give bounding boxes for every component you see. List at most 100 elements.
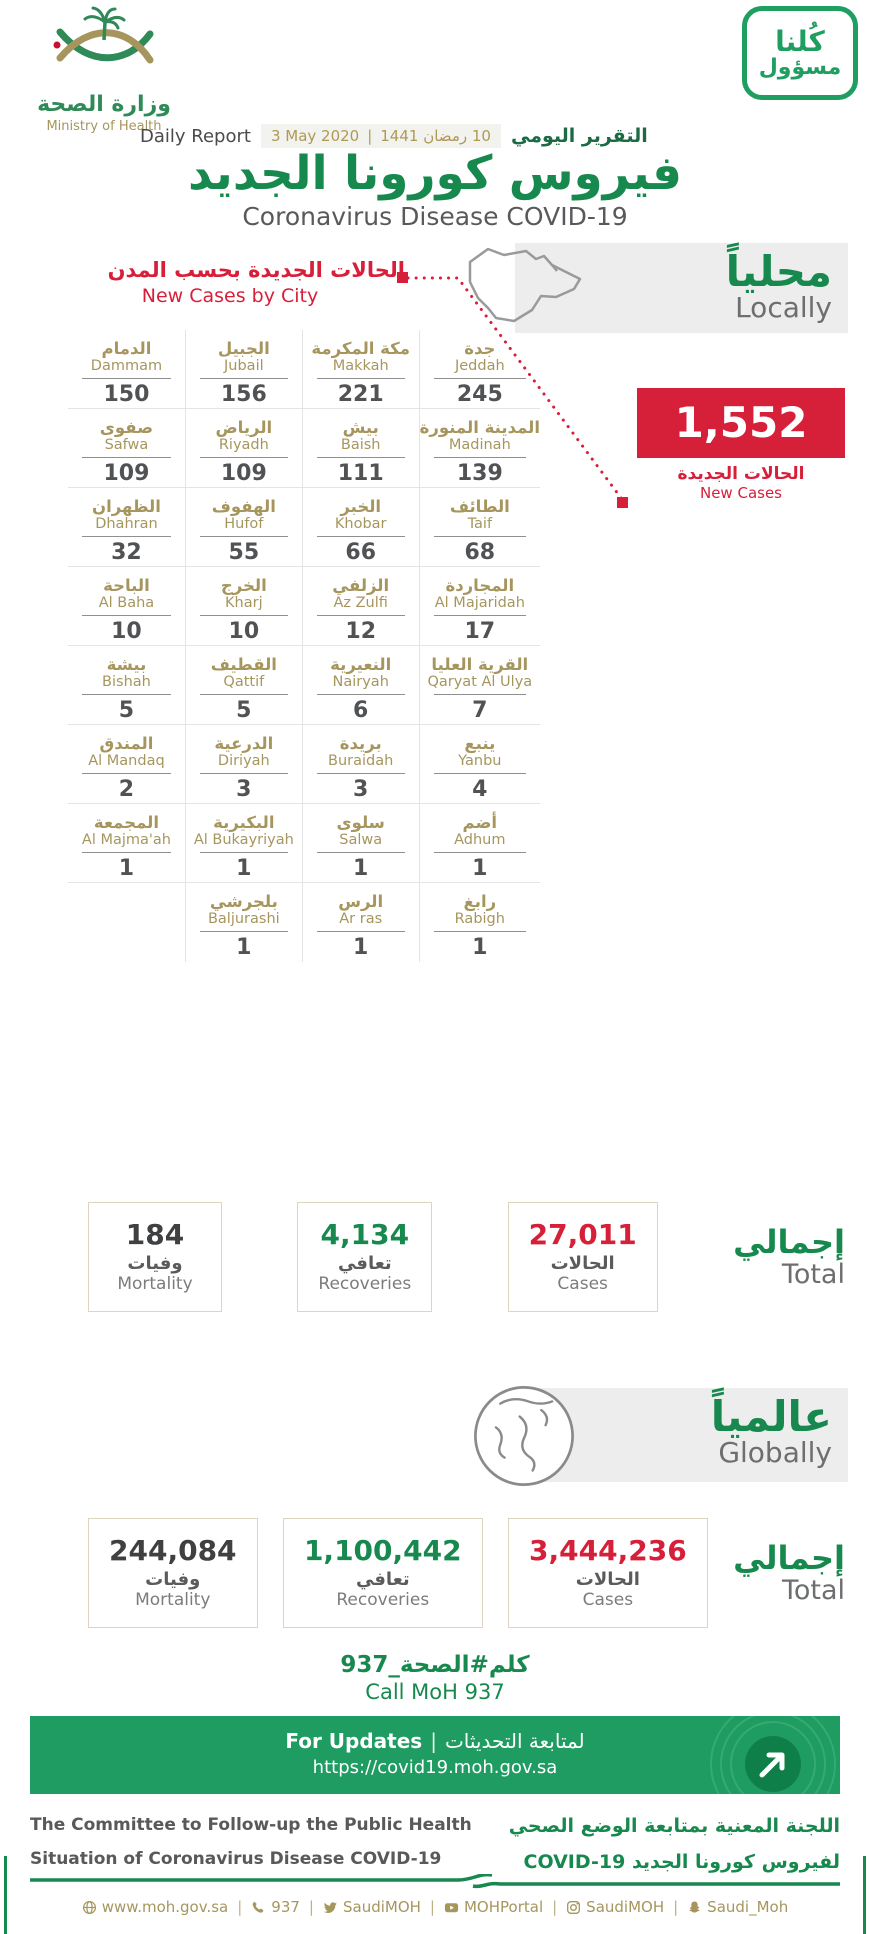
footer-link-label: SaudiMOH bbox=[342, 1898, 421, 1916]
updates-separator: | bbox=[430, 1729, 437, 1753]
city-name-en: Nairyah bbox=[332, 674, 389, 690]
global-cases-ar: الحالات bbox=[575, 1569, 640, 1590]
global-cases-box: 3,444,236 الحالات Cases bbox=[508, 1518, 708, 1628]
city-value: 32 bbox=[111, 540, 142, 565]
local-mortality-en: Mortality bbox=[117, 1274, 193, 1294]
call-moh-ar[interactable]: كلم#الصحة_937 bbox=[340, 1652, 530, 1678]
city-underline bbox=[199, 931, 288, 932]
city-cell: الخبر Khobar 66 bbox=[301, 488, 419, 567]
city-name-ar: صفوى bbox=[99, 418, 154, 437]
city-value: 1 bbox=[353, 935, 369, 960]
new-cases-by-city-ar: الحالات الجديدة بحسب المدن bbox=[107, 258, 405, 282]
city-name-ar: الزلفي bbox=[332, 576, 390, 595]
city-underline bbox=[316, 378, 405, 379]
page-title-en: Coronavirus Disease COVID-19 bbox=[242, 202, 628, 231]
right-edge-strip bbox=[863, 1856, 866, 1934]
city-underline bbox=[316, 536, 405, 537]
city-name-en: Taif bbox=[467, 516, 493, 532]
city-cell: الزلفي Az Zulfi 12 bbox=[301, 567, 419, 646]
city-name-en: Kharj bbox=[225, 595, 263, 611]
local-recoveries-value: 4,134 bbox=[320, 1218, 410, 1251]
footer-link-separator: | bbox=[308, 1898, 314, 1916]
global-mortality-value: 244,084 bbox=[109, 1534, 237, 1567]
city-name-ar: بريدة bbox=[339, 734, 382, 753]
city-name-ar: المجاردة bbox=[445, 576, 515, 595]
local-cases-box: 27,011 الحالات Cases bbox=[507, 1202, 658, 1312]
footer-link-saudimoh[interactable]: SaudiMOH bbox=[323, 1898, 421, 1916]
global-recoveries-box: 1,100,442 تعافي Recoveries bbox=[282, 1518, 483, 1628]
footer-link-937[interactable]: 937 bbox=[251, 1898, 300, 1916]
ribbon-divider bbox=[30, 1874, 840, 1889]
city-value: 1 bbox=[118, 856, 135, 881]
city-cell: صفوى Safwa 109 bbox=[68, 409, 185, 488]
committee-ar-line2: لفيروس كورونا الجديد COVID-19 bbox=[523, 1851, 840, 1874]
city-underline bbox=[199, 615, 288, 616]
city-value: 10 bbox=[228, 619, 260, 644]
city-name-en: Hufof bbox=[224, 516, 264, 532]
city-underline bbox=[316, 931, 405, 932]
local-total-en: Total bbox=[781, 1258, 845, 1290]
city-value: 221 bbox=[337, 382, 384, 407]
footer-link-www-moh-gov-sa[interactable]: www.moh.gov.sa bbox=[82, 1898, 228, 1916]
city-name-ar: بيشة bbox=[106, 655, 147, 674]
badge-line1: كُلنا bbox=[775, 24, 825, 58]
footer-link-mohportal[interactable]: MOHPortal bbox=[444, 1898, 543, 1916]
footer-link-separator: | bbox=[673, 1898, 679, 1916]
for-updates-ar: لمتابعة التحديثات bbox=[444, 1729, 585, 1753]
committee-en-line2: Situation of Coronavirus Disease COVID-1… bbox=[30, 1849, 442, 1869]
city-cell: الهفوف Hufof 55 bbox=[184, 488, 302, 567]
moh-logo: وزارة الصحة Ministry of Health bbox=[24, 6, 184, 134]
city-value: 68 bbox=[464, 540, 496, 565]
city-name-ar: ينبع bbox=[464, 734, 496, 753]
city-underline bbox=[82, 615, 171, 616]
city-cell: بلجرشي Baljurashi 1 bbox=[184, 883, 302, 962]
new-cases-label-ar: الحالات الجديدة bbox=[677, 464, 805, 484]
palm-swords-icon bbox=[53, 6, 154, 64]
footer-link-saudi-moh[interactable]: Saudi_Moh bbox=[687, 1898, 788, 1916]
city-value: 139 bbox=[456, 461, 503, 486]
phone-icon bbox=[251, 1900, 266, 1915]
instagram-icon bbox=[566, 1900, 581, 1915]
report-header-line: Daily Report 3 May 2020 | 10 رمضان 1441 … bbox=[140, 124, 648, 148]
ministry-name-ar: وزارة الصحة bbox=[37, 92, 171, 117]
city-cell: المجاردة Al Majaridah 17 bbox=[418, 567, 540, 646]
city-underline bbox=[199, 378, 288, 379]
city-name-en: Riyadh bbox=[218, 437, 269, 453]
date-gregorian: 3 May 2020 bbox=[270, 127, 360, 145]
city-name-ar: مكة المكرمة bbox=[311, 339, 410, 358]
city-value: 3 bbox=[236, 777, 252, 802]
city-value: 1 bbox=[472, 935, 488, 960]
city-cell: الدمام Dammam 150 bbox=[68, 330, 185, 409]
city-underline bbox=[434, 536, 526, 537]
city-name-en: Bishah bbox=[102, 674, 151, 690]
daily-report-ar: التقرير اليومي bbox=[510, 125, 648, 147]
city-cell: المندق Al Mandaq 2 bbox=[68, 725, 185, 804]
city-value: 109 bbox=[220, 461, 267, 486]
city-name-en: Salwa bbox=[339, 832, 383, 848]
global-totals-row: 244,084 وفيات Mortality 1,100,442 تعافي … bbox=[88, 1518, 845, 1628]
city-underline bbox=[82, 852, 171, 853]
ministry-name-en: Ministry of Health bbox=[46, 119, 162, 134]
local-recoveries-en: Recoveries bbox=[318, 1274, 412, 1294]
city-value: 150 bbox=[103, 382, 150, 407]
city-name-ar: الدرعية bbox=[214, 734, 274, 753]
city-cell: المدينة المنورة Madinah 139 bbox=[418, 409, 540, 488]
updates-banner[interactable]: For Updates | لمتابعة التحديثات https://co… bbox=[30, 1716, 840, 1794]
city-name-en: Buraidah bbox=[328, 753, 394, 769]
city-name-en: Baljurashi bbox=[207, 911, 280, 927]
global-recoveries-value: 1,100,442 bbox=[303, 1534, 462, 1567]
city-value: 1 bbox=[236, 935, 252, 960]
city-value: 109 bbox=[103, 461, 150, 486]
city-value: 55 bbox=[228, 540, 260, 565]
call-moh-en[interactable]: Call MoH 937 bbox=[365, 1680, 505, 1704]
local-recoveries-ar: تعافي bbox=[337, 1253, 392, 1274]
city-name-ar: الهفوف bbox=[211, 497, 276, 516]
city-name-ar: الخرج bbox=[220, 576, 267, 595]
city-name-ar: رابغ bbox=[463, 892, 497, 911]
footer-link-saudimoh[interactable]: SaudiMOH bbox=[566, 1898, 664, 1916]
new-cases-label-en: New Cases bbox=[699, 484, 782, 502]
covid-url-link[interactable]: https://covid19.moh.gov.sa bbox=[312, 1757, 558, 1778]
city-underline bbox=[434, 694, 526, 695]
city-name-en: Ar ras bbox=[339, 911, 383, 927]
